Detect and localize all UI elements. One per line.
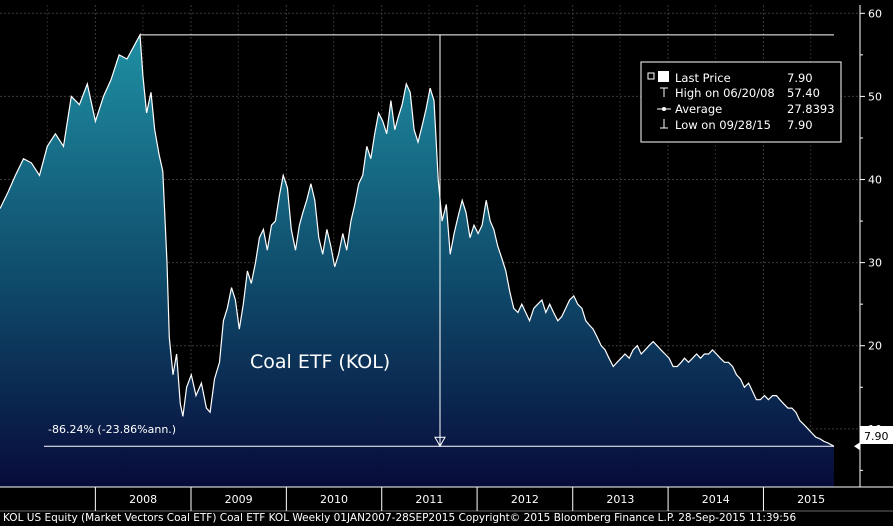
legend: Last Price 7.90 High on 06/20/08 57.40 A… (640, 61, 842, 143)
legend-item-last-price: Last Price 7.90 (647, 71, 813, 85)
last-price-tag-label: 7.90 (864, 430, 889, 443)
legend-item-low: Low on 09/28/15 7.90 (660, 118, 813, 132)
x-tick-label: 2013 (606, 493, 634, 506)
x-tick-label: 2014 (702, 493, 730, 506)
x-tick-label: 2015 (797, 493, 825, 506)
legend-value: 7.90 (787, 118, 813, 132)
legend-value: 7.90 (787, 71, 813, 85)
low-marker-icon (660, 119, 668, 129)
y-tick-label: 40 (868, 174, 882, 187)
footer-text: KOL US Equity (Market Vectors Coal ETF) … (3, 512, 796, 524)
drop-arrow-head (434, 436, 446, 448)
price-line (0, 32, 835, 447)
x-axis: 2008 2009 2010 2011 2012 2013 2014 2015 (0, 486, 893, 512)
chart-title: Coal ETF (KOL) (250, 351, 390, 373)
legend-value: 57.40 (787, 86, 820, 100)
y-tick-label: 20 (868, 340, 882, 353)
y-tick-label: 30 (868, 257, 882, 270)
y-tick-label: 50 (868, 90, 882, 103)
x-tick-label: 2012 (511, 493, 539, 506)
legend-item-high: High on 06/20/08 57.40 (660, 86, 820, 100)
legend-value: 27.8393 (787, 102, 835, 116)
legend-label: High on 06/20/08 (675, 86, 775, 100)
price-area (0, 34, 834, 488)
last-price-tag-pointer (854, 442, 860, 451)
legend-item-average: Average 27.8393 (657, 102, 835, 116)
legend-label: Last Price (675, 71, 731, 85)
legend-box (640, 61, 842, 143)
x-tick-label: 2011 (415, 493, 443, 506)
x-tick-label: 2010 (320, 493, 348, 506)
y-tick-label: 60 (868, 7, 882, 20)
x-tick-label: 2009 (225, 493, 253, 506)
legend-label: Average (675, 102, 722, 116)
last-price-tag: 7.90 (854, 426, 893, 451)
change-annotation: -86.24% (-23.86%ann.) (48, 423, 176, 436)
high-marker-icon (660, 87, 668, 97)
average-marker-dot (662, 107, 666, 111)
x-tick-label: 2008 (129, 493, 157, 506)
legend-checkbox-icon (647, 72, 655, 80)
last-price-tag-box (860, 426, 893, 444)
filled-square-icon (658, 71, 669, 82)
legend-label: Low on 09/28/15 (675, 118, 771, 132)
